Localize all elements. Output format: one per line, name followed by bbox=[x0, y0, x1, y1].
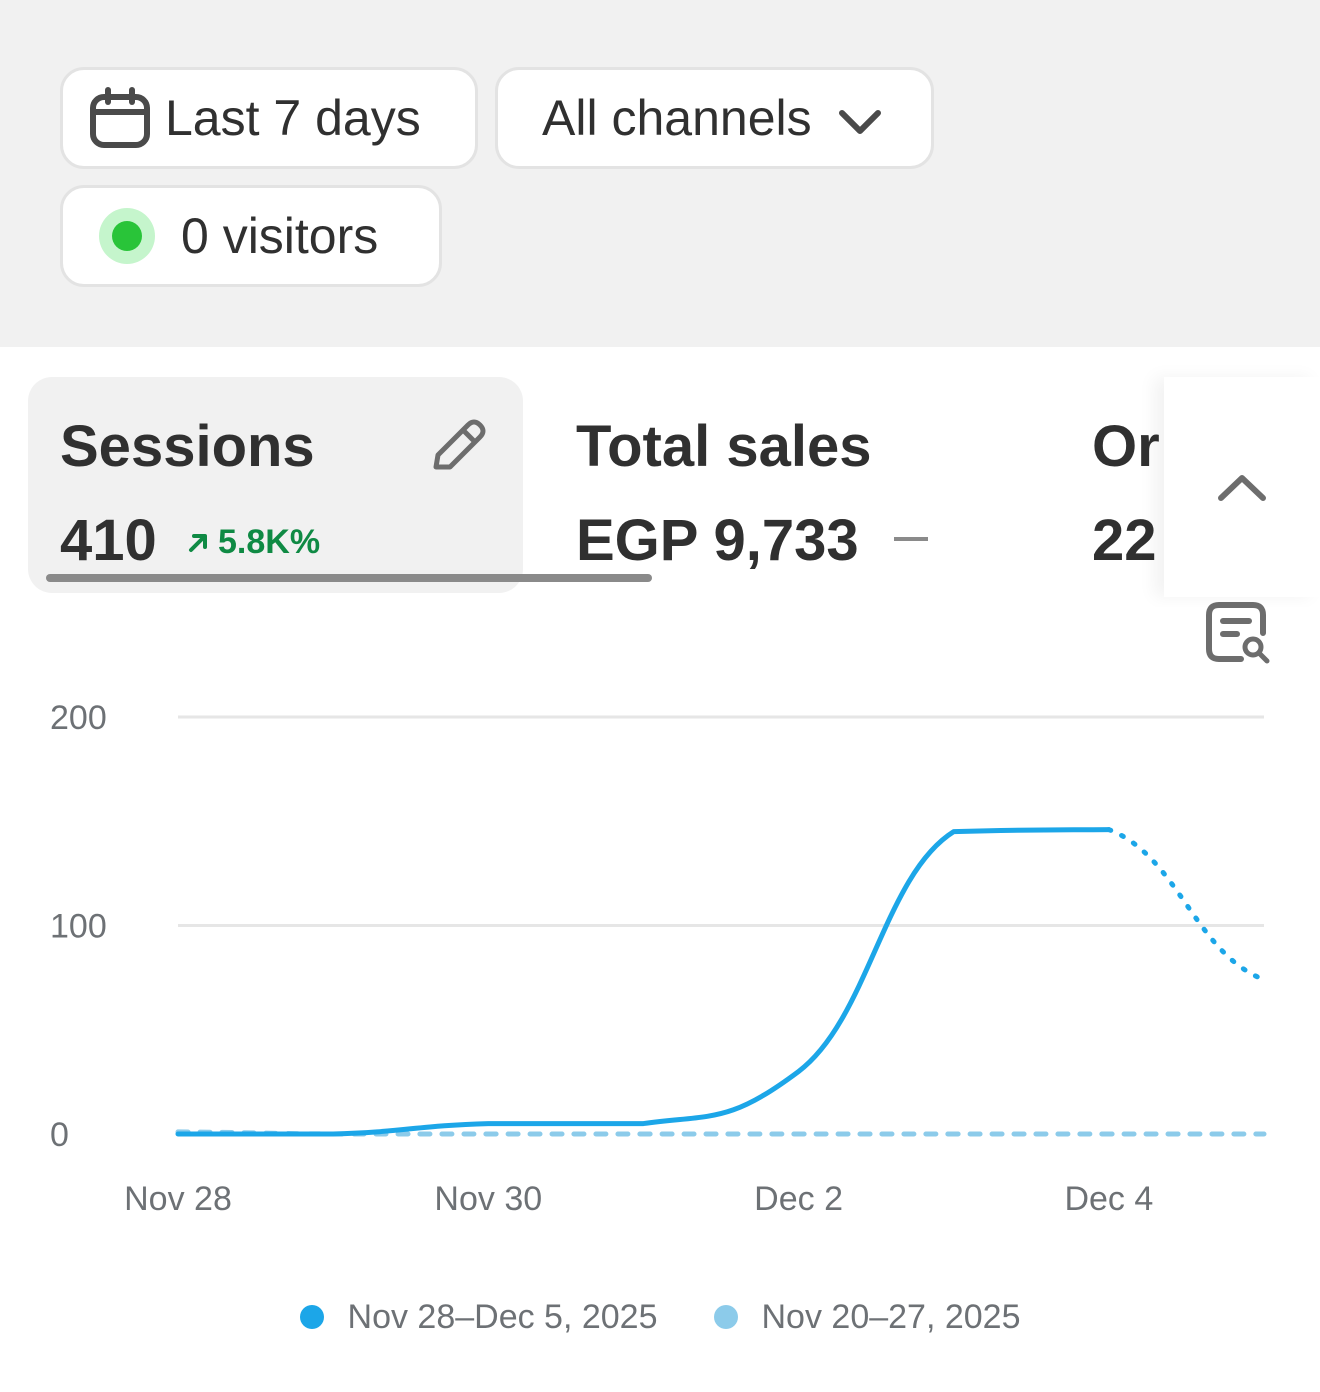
y-tick-label: 200 bbox=[50, 699, 107, 737]
live-visitors-button[interactable]: 0 visitors bbox=[60, 185, 442, 287]
collapse-button[interactable] bbox=[1212, 457, 1272, 517]
explore-report-button[interactable] bbox=[1204, 600, 1272, 668]
no-change-dash bbox=[894, 537, 928, 541]
series-line-current bbox=[175, 827, 1112, 1137]
x-tick-label: Dec 4 bbox=[1064, 1180, 1153, 1218]
legend-item-current[interactable]: Nov 28–Dec 5, 2025 bbox=[299, 1297, 658, 1337]
x-tick-label: Dec 2 bbox=[754, 1180, 843, 1218]
metric-value: EGP 9,733 bbox=[576, 508, 859, 573]
legend-dot-previous-icon bbox=[713, 1305, 738, 1329]
metric-card-total-sales[interactable]: Total sales EGP 9,733 bbox=[576, 377, 1096, 593]
metric-value: 410 bbox=[60, 508, 157, 573]
metrics-row: Sessions 410 5.8K% Total sales EGP 9,733… bbox=[0, 347, 1320, 607]
date-range-label: Last 7 days bbox=[165, 90, 421, 146]
y-tick-label: 100 bbox=[50, 908, 107, 946]
legend-label-current: Nov 28–Dec 5, 2025 bbox=[347, 1297, 658, 1336]
metric-card-sessions[interactable]: Sessions 410 5.8K% bbox=[28, 377, 523, 593]
filter-bar: Last 7 days All channels 0 visitors bbox=[0, 0, 1320, 347]
legend-dot-current-icon bbox=[299, 1305, 324, 1329]
metric-title: Sessions bbox=[60, 414, 315, 479]
report-search-icon bbox=[1206, 602, 1270, 664]
calendar-icon bbox=[89, 87, 151, 149]
channel-label: All channels bbox=[542, 90, 812, 146]
arrow-up-right-icon bbox=[189, 533, 207, 552]
metric-change-value: 5.8K% bbox=[218, 523, 321, 561]
metric-value: 22 bbox=[1092, 508, 1157, 573]
x-tick-label: Nov 28 bbox=[124, 1180, 232, 1218]
date-range-button[interactable]: Last 7 days bbox=[60, 67, 478, 169]
chevron-down-icon bbox=[836, 99, 884, 147]
channel-select[interactable]: All channels bbox=[495, 67, 934, 169]
y-tick-label: 0 bbox=[50, 1116, 69, 1154]
legend-label-previous: Nov 20–27, 2025 bbox=[761, 1297, 1021, 1336]
metric-title: Or bbox=[1092, 414, 1160, 479]
chevron-up-icon bbox=[1218, 475, 1266, 501]
series-line-current-incomplete bbox=[1106, 827, 1267, 983]
metric-scroll-indicator bbox=[46, 574, 652, 582]
x-tick-label: Nov 30 bbox=[434, 1180, 542, 1218]
visitors-label: 0 visitors bbox=[181, 208, 379, 264]
pencil-icon[interactable] bbox=[424, 413, 488, 477]
collapse-panel bbox=[1164, 377, 1320, 597]
metric-title: Total sales bbox=[576, 414, 872, 479]
chart-legend: Nov 28–Dec 5, 2025 Nov 20–27, 2025 bbox=[0, 1292, 1320, 1342]
sessions-line-chart: 0 100 200 Nov 28 Nov 30 Dec 2 Dec 4 bbox=[50, 699, 1267, 1218]
sessions-chart: 0 100 200 Nov 28 Nov 30 Dec 2 Dec 4 bbox=[0, 680, 1320, 1260]
metric-change: 5.8K% bbox=[186, 523, 320, 562]
live-dot-icon bbox=[99, 208, 155, 264]
metric-card-orders[interactable]: Or 22 bbox=[1092, 377, 1292, 593]
legend-item-previous[interactable]: Nov 20–27, 2025 bbox=[713, 1297, 1021, 1337]
